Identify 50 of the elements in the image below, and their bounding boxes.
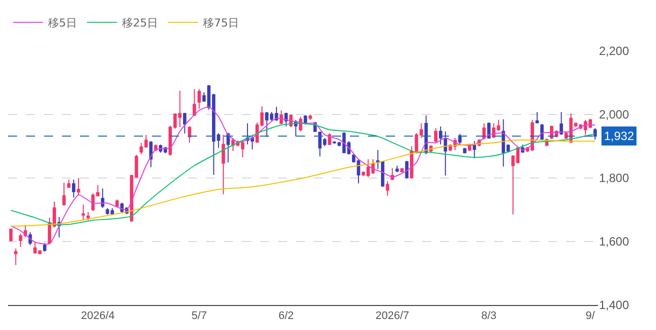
candlestick bbox=[192, 88, 196, 117]
candlestick bbox=[222, 134, 226, 195]
y-tick-label: 2,200 bbox=[599, 44, 630, 58]
candlestick bbox=[405, 160, 408, 180]
candlestick bbox=[115, 199, 119, 208]
line-series bbox=[10, 122, 596, 226]
candlestick bbox=[62, 182, 66, 206]
candlestick bbox=[198, 88, 201, 110]
y-tick-label: 1,600 bbox=[599, 234, 630, 249]
candlestick bbox=[82, 204, 85, 222]
ref-line-label: 1,932 bbox=[604, 129, 634, 143]
candlestick bbox=[438, 126, 442, 145]
candlestick bbox=[149, 140, 153, 168]
candlestick bbox=[472, 140, 476, 159]
candlestick bbox=[43, 242, 46, 252]
candlestick bbox=[183, 112, 186, 134]
candlestick bbox=[386, 180, 390, 196]
x-tick-label: 9/ bbox=[586, 310, 596, 322]
candlestick bbox=[76, 178, 80, 196]
candlestick bbox=[86, 211, 90, 221]
line-series bbox=[10, 140, 596, 227]
x-tick-label: 8/3 bbox=[481, 310, 497, 322]
candlestick bbox=[100, 188, 104, 208]
candlestick bbox=[535, 111, 539, 124]
y-tick-label: 2,000 bbox=[599, 108, 630, 122]
candlestick bbox=[308, 114, 312, 120]
x-tick-label: 2026/7 bbox=[375, 310, 410, 322]
line-series bbox=[10, 106, 596, 245]
candlestick bbox=[14, 248, 18, 266]
candlestick bbox=[226, 132, 230, 163]
candlestick bbox=[284, 112, 288, 128]
candlestick bbox=[395, 165, 399, 173]
y-tick-label: 1,800 bbox=[599, 171, 630, 186]
candlestick bbox=[444, 130, 448, 176]
candlestick bbox=[463, 147, 466, 154]
candlestick bbox=[72, 179, 76, 198]
legend-label: 移5日 bbox=[48, 16, 77, 30]
legend-label: 移25日 bbox=[122, 16, 158, 30]
candlestick bbox=[560, 111, 563, 136]
candlestick bbox=[9, 228, 13, 242]
candlestick bbox=[487, 122, 491, 140]
legend-label: 移75日 bbox=[203, 16, 239, 30]
candlestick bbox=[280, 110, 283, 125]
candlestick bbox=[67, 179, 71, 188]
candlestick bbox=[593, 128, 597, 140]
x-tick-label: 6/2 bbox=[278, 310, 294, 322]
candlestick bbox=[434, 128, 438, 144]
y-tick-label: 1,400 bbox=[599, 298, 630, 312]
x-tick-label: 5/7 bbox=[192, 310, 207, 322]
x-tick-label: 2026/4 bbox=[80, 310, 115, 322]
